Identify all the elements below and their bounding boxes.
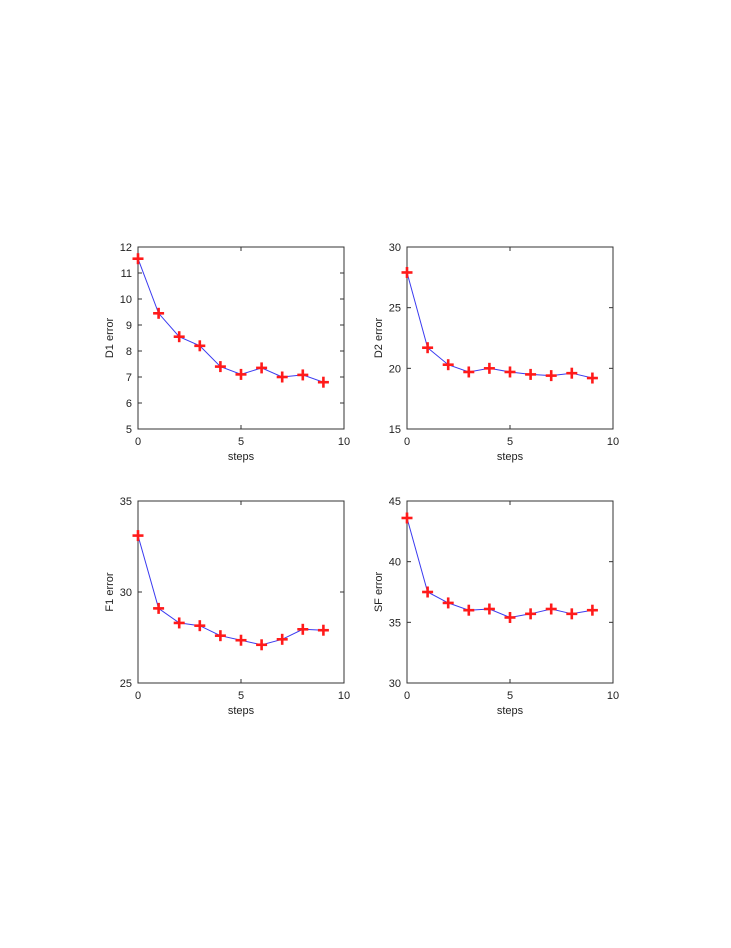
panel-sf-error: 0 5 10 30 35 40 45 steps SF error	[373, 496, 619, 717]
y-tick-label: 20	[389, 363, 401, 375]
data-point-marker	[297, 623, 309, 635]
data-point-marker	[235, 634, 247, 646]
y-tick-label: 7	[126, 372, 132, 384]
x-tick-label: 5	[507, 690, 513, 702]
plot-frame	[406, 246, 614, 430]
data-point-marker	[256, 639, 268, 651]
data-point-marker	[297, 369, 309, 381]
x-tick-label: 0	[404, 436, 410, 448]
y-tick-label: 11	[121, 268, 132, 280]
data-point-marker	[401, 266, 413, 278]
x-tick-label: 10	[607, 690, 619, 702]
x-tick-label: 0	[135, 690, 141, 702]
data-point-marker	[566, 608, 578, 620]
data-point-marker	[422, 586, 434, 598]
y-axis-label: D1 error	[104, 317, 116, 358]
x-tick-label: 0	[404, 690, 410, 702]
y-tick-label: 9	[126, 320, 132, 332]
data-point-marker	[214, 630, 226, 642]
data-point-marker	[173, 331, 185, 343]
y-tick-label: 30	[389, 242, 401, 254]
data-point-marker	[586, 372, 598, 384]
data-point-marker	[545, 370, 557, 382]
plot-frame	[137, 500, 345, 684]
data-point-marker	[463, 604, 475, 616]
y-axis-label: D2 error	[373, 317, 385, 358]
y-axis-label: F1 error	[104, 572, 116, 611]
panel-d2-error: 0 5 10 15 20 25 30 steps D2 error	[373, 242, 619, 463]
data-point-marker	[173, 617, 185, 629]
data-point-marker	[545, 603, 557, 615]
data-point-marker	[525, 608, 537, 620]
data-point-marker	[504, 366, 516, 378]
data-point-marker	[483, 362, 495, 374]
y-tick-label: 40	[389, 557, 401, 569]
x-tick-label: 5	[507, 436, 513, 448]
x-axis-label: steps	[228, 451, 255, 463]
y-tick-label: 10	[120, 294, 132, 306]
y-tick-label: 6	[126, 398, 132, 410]
y-tick-label: 30	[389, 678, 401, 690]
data-point-marker	[153, 307, 165, 319]
data-point-marker	[422, 342, 434, 354]
y-tick-label: 30	[120, 587, 132, 599]
x-tick-label: 0	[135, 436, 141, 448]
data-point-marker	[235, 368, 247, 380]
data-point-marker	[525, 368, 537, 380]
data-point-marker	[132, 253, 144, 265]
data-point-marker	[194, 620, 206, 632]
data-point-marker	[566, 367, 578, 379]
y-tick-label: 25	[389, 303, 401, 315]
data-point-marker	[504, 611, 516, 623]
y-axis-label: SF error	[373, 571, 385, 612]
data-point-marker	[194, 340, 206, 352]
plot-frame	[406, 500, 614, 684]
y-tick-label: 5	[126, 424, 132, 436]
x-tick-label: 5	[238, 690, 244, 702]
x-tick-label: 5	[238, 436, 244, 448]
data-point-marker	[442, 597, 454, 609]
data-point-marker	[256, 362, 268, 374]
x-tick-label: 10	[607, 436, 619, 448]
data-point-marker	[276, 633, 288, 645]
y-tick-label: 45	[389, 496, 401, 508]
series-line	[137, 258, 324, 383]
x-axis-label: steps	[497, 705, 524, 717]
x-tick-label: 10	[338, 690, 350, 702]
data-point-marker	[401, 512, 413, 524]
series-line	[406, 272, 593, 379]
x-axis-label: steps	[497, 451, 524, 463]
data-point-marker	[586, 604, 598, 616]
data-point-marker	[463, 366, 475, 378]
data-point-marker	[132, 530, 144, 542]
data-point-marker	[442, 359, 454, 371]
data-point-marker	[214, 361, 226, 373]
panel-f1-error: 0 5 10 25 30 35 steps F1 error	[104, 496, 350, 717]
y-tick-label: 35	[120, 496, 132, 508]
x-tick-label: 10	[338, 436, 350, 448]
data-point-marker	[276, 371, 288, 383]
plot-frame	[137, 246, 345, 430]
y-tick-label: 8	[126, 346, 132, 358]
x-axis-label: steps	[228, 705, 255, 717]
data-point-marker	[317, 624, 329, 636]
y-tick-label: 15	[389, 424, 401, 436]
data-point-marker	[483, 603, 495, 615]
series-line	[406, 517, 593, 619]
data-point-marker	[317, 376, 329, 388]
data-point-marker	[153, 602, 165, 614]
series-line	[137, 535, 324, 646]
y-tick-label: 35	[389, 617, 401, 629]
y-tick-label: 12	[120, 242, 132, 254]
y-tick-label: 25	[120, 678, 132, 690]
